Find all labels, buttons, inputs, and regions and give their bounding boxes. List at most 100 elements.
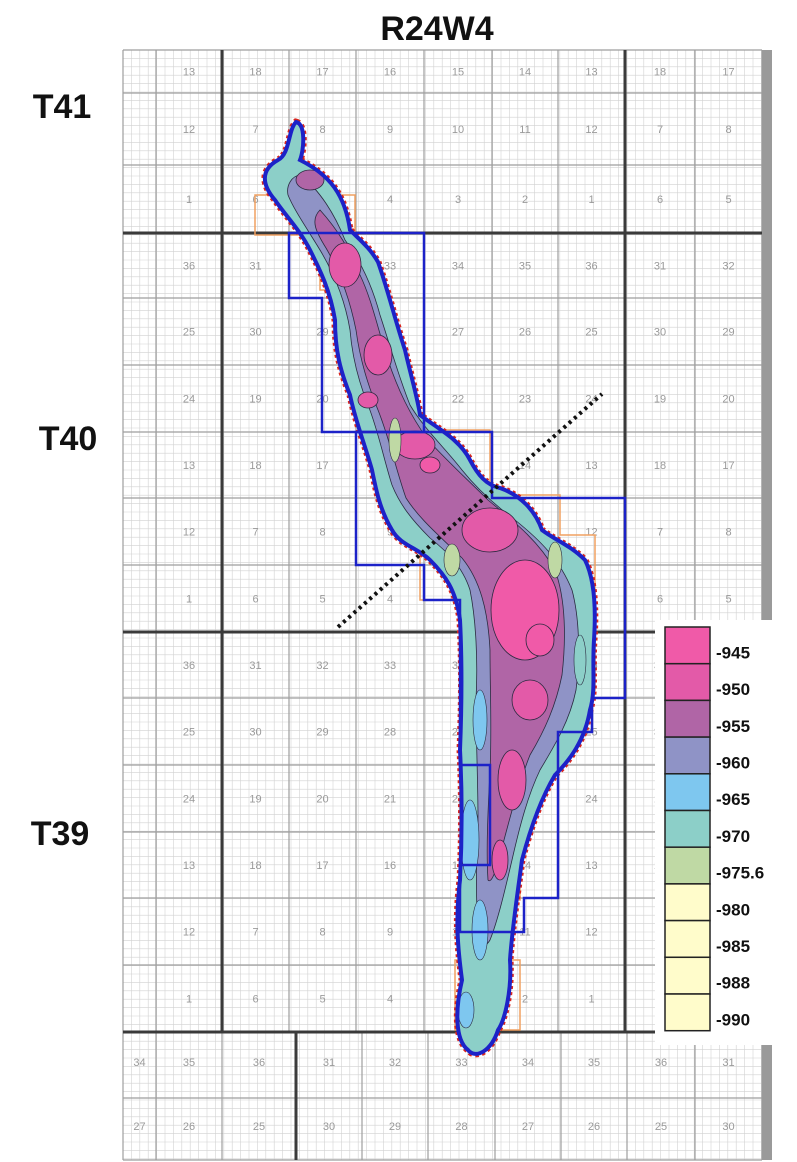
section-number: 31 (654, 261, 666, 273)
section-number: 25 (585, 327, 597, 339)
section-number: 6 (657, 194, 663, 206)
section-number: 18 (654, 67, 666, 79)
legend-swatch (664, 993, 711, 1032)
section-number: 29 (389, 1121, 401, 1133)
contour-high (363, 334, 393, 376)
contour-high (357, 391, 379, 409)
section-number: 31 (249, 261, 261, 273)
section-number: 2 (522, 194, 528, 206)
legend-swatch (664, 919, 711, 959)
section-number: 30 (249, 727, 261, 739)
section-number: 22 (452, 394, 464, 406)
section-number: 13 (585, 460, 597, 472)
section-number: 35 (183, 1057, 195, 1069)
section-number: 8 (725, 527, 731, 539)
section-number: 33 (455, 1057, 467, 1069)
section-number: 21 (384, 794, 396, 806)
legend-label: -950 (716, 680, 750, 699)
section-number: 9 (387, 124, 393, 136)
section-number: 6 (252, 594, 258, 606)
section-number: 12 (183, 527, 195, 539)
section-number: 12 (585, 927, 597, 939)
section-number: 1 (588, 194, 594, 206)
contour-low (388, 417, 402, 463)
section-number: 31 (249, 660, 261, 672)
section-number: 2 (522, 994, 528, 1006)
section-number: 31 (323, 1057, 335, 1069)
section-number: 30 (323, 1121, 335, 1133)
contour-high (328, 242, 362, 288)
section-number: 5 (319, 594, 325, 606)
section-number: 13 (183, 860, 195, 872)
section-number: 36 (585, 261, 597, 273)
section-number: 28 (384, 727, 396, 739)
legend-swatch (664, 736, 711, 775)
contour-high (511, 679, 549, 721)
legend-swatch (664, 809, 711, 848)
channel-high-contours (295, 169, 587, 1029)
section-number: 8 (725, 124, 731, 136)
legend-label: -970 (716, 827, 750, 846)
blue-section-outlines (287, 231, 627, 934)
section-number: 17 (316, 460, 328, 472)
section-number: 17 (316, 860, 328, 872)
channel-isopach (261, 118, 599, 1058)
section-number: 3 (455, 194, 461, 206)
section-number: 7 (657, 124, 663, 136)
section-number: 14 (519, 460, 531, 472)
contour-low (460, 799, 480, 881)
legend-label: -990 (716, 1010, 750, 1029)
contour-low (573, 634, 587, 686)
section-number: 12 (183, 124, 195, 136)
legend-label: -980 (716, 900, 750, 919)
township-label-t41: T41 (33, 88, 92, 126)
section-number: 25 (183, 327, 195, 339)
contour-high (461, 507, 519, 553)
channel-edge-blue (262, 119, 597, 1056)
legend-label: -975.6 (716, 864, 764, 883)
section-number: 12 (585, 527, 597, 539)
section-number: 34 (133, 1057, 145, 1069)
legend-label: -945 (716, 643, 750, 662)
legend-swatch (664, 773, 711, 812)
section-number: 17 (722, 460, 734, 472)
section-number: 18 (249, 860, 261, 872)
section-number: 1 (186, 994, 192, 1006)
section-number: 7 (252, 927, 258, 939)
section-number: 26 (588, 1121, 600, 1133)
section-number: 30 (654, 327, 666, 339)
section-number: 34 (452, 261, 464, 273)
legend-swatch (664, 846, 711, 885)
section-number: 29 (316, 727, 328, 739)
section-number: 20 (722, 394, 734, 406)
section-number: 1 (186, 594, 192, 606)
section-number: 30 (722, 1121, 734, 1133)
section-number: 4 (387, 194, 393, 206)
section-number: 13 (585, 860, 597, 872)
section-number: 27 (133, 1121, 145, 1133)
section-number: 19 (249, 394, 261, 406)
section-number: 16 (384, 860, 396, 872)
section-number: 25 (253, 1121, 265, 1133)
section-number: 26 (519, 327, 531, 339)
section-number: 33 (384, 261, 396, 273)
section-number: 19 (654, 394, 666, 406)
cross-section-line (336, 392, 604, 629)
section-number: 18 (654, 460, 666, 472)
section-number: 30 (249, 327, 261, 339)
section-number: 27 (522, 1121, 534, 1133)
section-number: 6 (252, 994, 258, 1006)
section-number: 15 (452, 67, 464, 79)
section-number: 13 (183, 460, 195, 472)
section-number: 16 (384, 67, 396, 79)
section-number: 25 (183, 727, 195, 739)
section-number: 5 (725, 194, 731, 206)
contour-low (472, 689, 488, 751)
section-number: 8 (319, 124, 325, 136)
blue-box-middle (354, 430, 627, 934)
contour-legend: -945 -950 -955 -960 -965 -970 -975.6 -980 -985 -9… (655, 620, 797, 1045)
section-number: 9 (387, 927, 393, 939)
legend-swatch (664, 662, 711, 702)
legend-label: -988 (716, 974, 750, 993)
